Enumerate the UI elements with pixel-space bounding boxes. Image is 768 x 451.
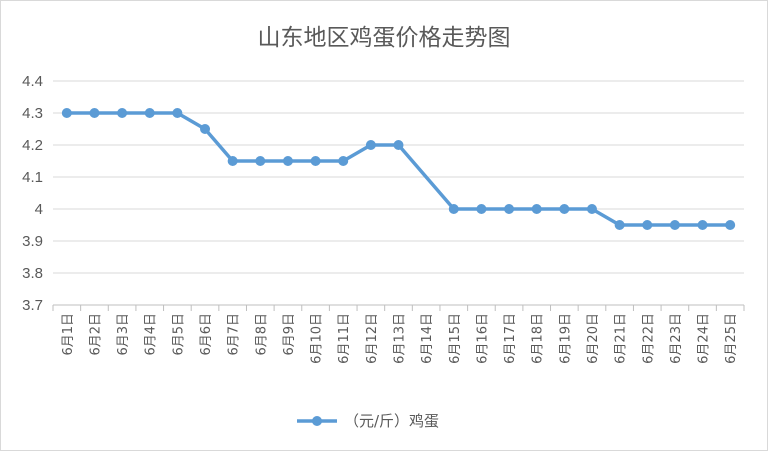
data-point <box>531 204 542 214</box>
data-point <box>697 220 708 230</box>
x-tick-label: 6月15日 <box>448 313 463 364</box>
y-tick-label: 3.7 <box>22 297 43 314</box>
legend-marker-swatch <box>312 416 322 426</box>
x-tick-label: 6月17日 <box>503 313 518 364</box>
x-tick-label: 6月20日 <box>586 313 601 364</box>
x-tick-label: 6月3日 <box>116 313 131 356</box>
data-point <box>586 204 597 214</box>
x-tick-label: 6月11日 <box>337 313 352 364</box>
x-tick-label: 6月9日 <box>282 313 297 356</box>
x-tick-label: 6月18日 <box>531 313 546 364</box>
chart-title: 山东地区鸡蛋价格走势图 <box>258 25 511 51</box>
legend-label: （元/斤）鸡蛋 <box>344 412 439 430</box>
data-point <box>504 204 515 214</box>
x-tick-label: 6月23日 <box>669 313 684 364</box>
data-point <box>365 140 376 150</box>
y-axis: 4.4 4.3 4.2 4.1 4 3.9 3.8 3.7 <box>22 73 43 314</box>
x-tick-label: 6月10日 <box>310 313 325 364</box>
x-tick-label: 6月22日 <box>641 313 656 364</box>
x-tick-label: 6月4日 <box>144 313 159 356</box>
data-point <box>227 156 238 166</box>
legend: （元/斤）鸡蛋 <box>297 412 439 430</box>
y-tick-label: 4 <box>35 201 43 218</box>
data-point <box>338 156 349 166</box>
x-tick-label: 6月21日 <box>614 313 629 364</box>
data-point <box>559 204 570 214</box>
series-line <box>66 111 731 227</box>
x-tick-label: 6月16日 <box>475 313 490 364</box>
data-point <box>61 108 72 118</box>
data-point <box>476 204 487 214</box>
data-point <box>310 156 321 166</box>
series-egg-price <box>61 108 736 230</box>
data-point <box>448 204 459 214</box>
y-tick-label: 4.2 <box>22 137 43 154</box>
x-tick-label: 6月24日 <box>697 313 712 364</box>
data-point <box>642 220 653 230</box>
data-point <box>255 156 266 166</box>
x-tick-label: 6月6日 <box>199 313 214 356</box>
data-point <box>200 124 211 134</box>
x-tick-label: 6月7日 <box>227 313 242 356</box>
x-tick-label: 6月12日 <box>365 313 380 364</box>
data-point <box>117 108 128 118</box>
data-point <box>725 220 736 230</box>
data-point <box>669 220 680 230</box>
x-tick-label: 6月2日 <box>88 313 103 356</box>
data-point <box>393 140 404 150</box>
x-tick-label: 6月13日 <box>393 313 408 364</box>
x-tick-label: 6月1日 <box>61 313 76 356</box>
x-tick-label: 6月25日 <box>724 313 739 364</box>
x-tick-label: 6月14日 <box>420 313 435 364</box>
x-tick-label: 6月5日 <box>171 313 186 356</box>
y-tick-label: 4.1 <box>22 169 43 186</box>
y-tick-label: 3.8 <box>22 265 43 282</box>
data-point <box>282 156 293 166</box>
data-point <box>172 108 183 118</box>
data-point <box>614 220 625 230</box>
x-tick-label: 6月19日 <box>558 313 573 364</box>
x-tick-label: 6月8日 <box>254 313 269 356</box>
y-tick-label: 4.4 <box>22 73 43 90</box>
data-point <box>89 108 100 118</box>
y-tick-label: 4.3 <box>22 105 43 122</box>
data-point <box>144 108 155 118</box>
x-axis: 6月1日 6月2日 6月3日 6月4日 6月5日 6月6日 6月7日 6月8日 6月9日 6月10… <box>52 305 745 364</box>
y-tick-label: 3.9 <box>22 233 43 250</box>
